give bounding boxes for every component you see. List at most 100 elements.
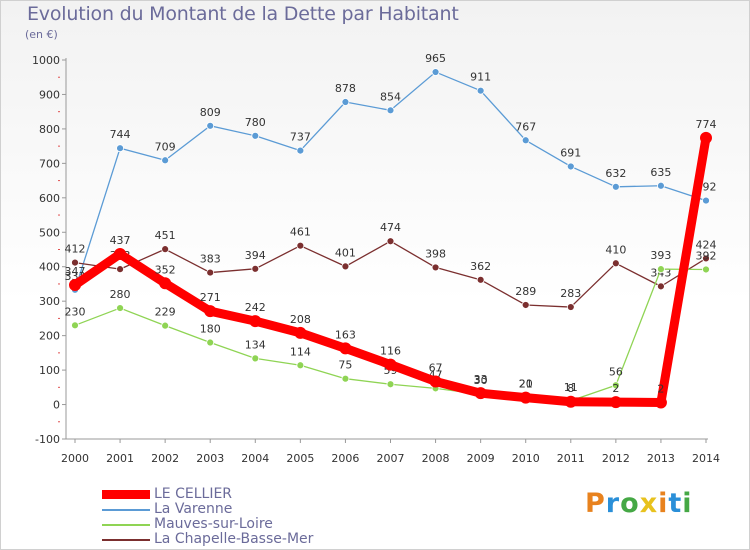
data-point-mauves-sur-loire bbox=[341, 374, 350, 383]
data-point-la-varenne bbox=[251, 131, 260, 140]
data-label-la-varenne: 767 bbox=[515, 120, 536, 133]
data-point-le-cellier bbox=[519, 391, 532, 404]
data-point-le-cellier bbox=[114, 247, 127, 260]
data-label-la-varenne: 744 bbox=[110, 128, 131, 141]
data-point-la-chapelle-basse-mer bbox=[296, 241, 305, 250]
chart-title: Evolution du Montant de la Dette par Hab… bbox=[27, 3, 459, 25]
data-label-mauves-sur-loire: 392 bbox=[696, 249, 717, 262]
data-label-la-chapelle-basse-mer: 401 bbox=[335, 246, 356, 259]
legend-label: Mauves-sur-Loire bbox=[154, 516, 273, 532]
logo-letter: i bbox=[658, 488, 669, 519]
data-point-la-chapelle-basse-mer bbox=[341, 262, 350, 271]
x-tick-label: 2014 bbox=[692, 452, 720, 465]
data-label-le-cellier: 163 bbox=[335, 328, 356, 341]
data-point-mauves-sur-loire bbox=[296, 361, 305, 370]
y-tick-label: 900 bbox=[39, 88, 60, 101]
data-point-la-varenne bbox=[431, 68, 440, 76]
data-point-le-cellier bbox=[294, 326, 307, 339]
data-label-le-cellier: 2 bbox=[657, 382, 664, 395]
data-point-la-chapelle-basse-mer bbox=[161, 245, 170, 254]
logo-letter: P bbox=[585, 488, 606, 519]
data-point-la-varenne bbox=[566, 162, 575, 171]
data-label-la-varenne: 780 bbox=[245, 116, 266, 129]
data-label-la-chapelle-basse-mer: 289 bbox=[515, 285, 536, 298]
data-point-la-chapelle-basse-mer bbox=[476, 275, 485, 284]
data-point-le-cellier bbox=[654, 396, 667, 409]
data-label-mauves-sur-loire: 56 bbox=[609, 365, 623, 378]
data-point-la-varenne bbox=[206, 121, 215, 130]
data-label-la-chapelle-basse-mer: 383 bbox=[200, 253, 221, 266]
data-label-la-varenne: 632 bbox=[605, 167, 626, 180]
data-point-le-cellier bbox=[249, 315, 262, 328]
data-label-le-cellier: 33 bbox=[474, 373, 488, 386]
y-tick-label: 300 bbox=[39, 295, 60, 308]
x-tick-label: 2001 bbox=[106, 452, 134, 465]
data-point-la-chapelle-basse-mer bbox=[251, 264, 260, 273]
legend-label: La Varenne bbox=[154, 501, 233, 517]
data-point-la-chapelle-basse-mer bbox=[611, 259, 620, 268]
data-label-la-varenne: 911 bbox=[470, 71, 491, 84]
y-tick-label: 1000 bbox=[32, 54, 60, 67]
data-label-la-varenne: 635 bbox=[650, 166, 671, 179]
data-label-le-cellier: 437 bbox=[110, 234, 131, 247]
data-point-la-chapelle-basse-mer bbox=[71, 258, 79, 267]
data-point-la-varenne bbox=[521, 136, 530, 145]
data-point-la-varenne bbox=[161, 156, 170, 165]
data-label-mauves-sur-loire: 21 bbox=[519, 377, 533, 390]
logo-letter: o bbox=[620, 488, 640, 519]
x-tick-label: 2009 bbox=[467, 452, 495, 465]
proxiti-logo: Proxiti bbox=[585, 488, 693, 519]
legend-label: LE CELLIER bbox=[154, 486, 233, 502]
data-point-la-varenne bbox=[657, 181, 665, 190]
data-label-la-chapelle-basse-mer: 283 bbox=[560, 287, 581, 300]
data-label-la-varenne: 809 bbox=[200, 106, 221, 119]
legend-label: La Chapelle-Basse-Mer bbox=[154, 531, 314, 547]
unit-label: (en €) bbox=[25, 28, 58, 41]
data-point-la-chapelle-basse-mer bbox=[521, 301, 530, 309]
data-label-le-cellier: 116 bbox=[380, 345, 401, 358]
data-label-le-cellier: 352 bbox=[155, 263, 176, 276]
data-point-mauves-sur-loire bbox=[702, 265, 710, 274]
data-point-mauves-sur-loire bbox=[116, 304, 124, 312]
x-tick-label: 2010 bbox=[512, 452, 540, 465]
y-tick-label: 0 bbox=[53, 399, 60, 412]
data-point-la-varenne bbox=[116, 144, 124, 153]
data-point-le-cellier bbox=[384, 358, 397, 371]
x-tick-label: 2000 bbox=[61, 452, 89, 465]
legend-swatch bbox=[102, 490, 150, 499]
data-label-le-cellier: 242 bbox=[245, 301, 266, 314]
y-tick-label: 100 bbox=[39, 364, 60, 377]
data-label-la-chapelle-basse-mer: 474 bbox=[380, 221, 401, 234]
data-label-la-chapelle-basse-mer: 461 bbox=[290, 226, 311, 239]
data-label-le-cellier: 347 bbox=[65, 265, 86, 278]
data-label-mauves-sur-loire: 393 bbox=[650, 249, 671, 262]
logo-letter: t bbox=[668, 488, 683, 519]
logo-letter: x bbox=[639, 488, 659, 519]
data-point-le-cellier bbox=[700, 131, 712, 144]
data-label-la-varenne: 691 bbox=[560, 146, 581, 159]
data-point-mauves-sur-loire bbox=[611, 381, 620, 390]
data-label-la-varenne: 854 bbox=[380, 90, 401, 103]
y-tick-label: -100 bbox=[35, 433, 60, 446]
y-tick-label: 600 bbox=[39, 192, 60, 205]
y-tick-label: 500 bbox=[39, 226, 60, 239]
x-tick-label: 2011 bbox=[557, 452, 585, 465]
data-point-le-cellier bbox=[204, 305, 217, 318]
x-tick-label: 2002 bbox=[151, 452, 179, 465]
data-point-mauves-sur-loire bbox=[386, 380, 395, 389]
data-point-le-cellier bbox=[609, 396, 622, 409]
data-label-mauves-sur-loire: 134 bbox=[245, 338, 266, 351]
data-point-mauves-sur-loire bbox=[206, 338, 215, 347]
x-tick-label: 2013 bbox=[647, 452, 675, 465]
data-label-mauves-sur-loire: 114 bbox=[290, 345, 311, 358]
data-point-le-cellier bbox=[339, 342, 352, 355]
data-label-le-cellier: 774 bbox=[696, 118, 717, 131]
data-label-la-chapelle-basse-mer: 412 bbox=[65, 243, 86, 256]
y-tick-label: 400 bbox=[39, 261, 60, 274]
data-point-la-varenne bbox=[611, 182, 620, 191]
data-point-mauves-sur-loire bbox=[71, 321, 79, 330]
x-tick-label: 2006 bbox=[331, 452, 359, 465]
x-tick-label: 2005 bbox=[286, 452, 314, 465]
data-label-le-cellier: 2 bbox=[612, 382, 619, 395]
